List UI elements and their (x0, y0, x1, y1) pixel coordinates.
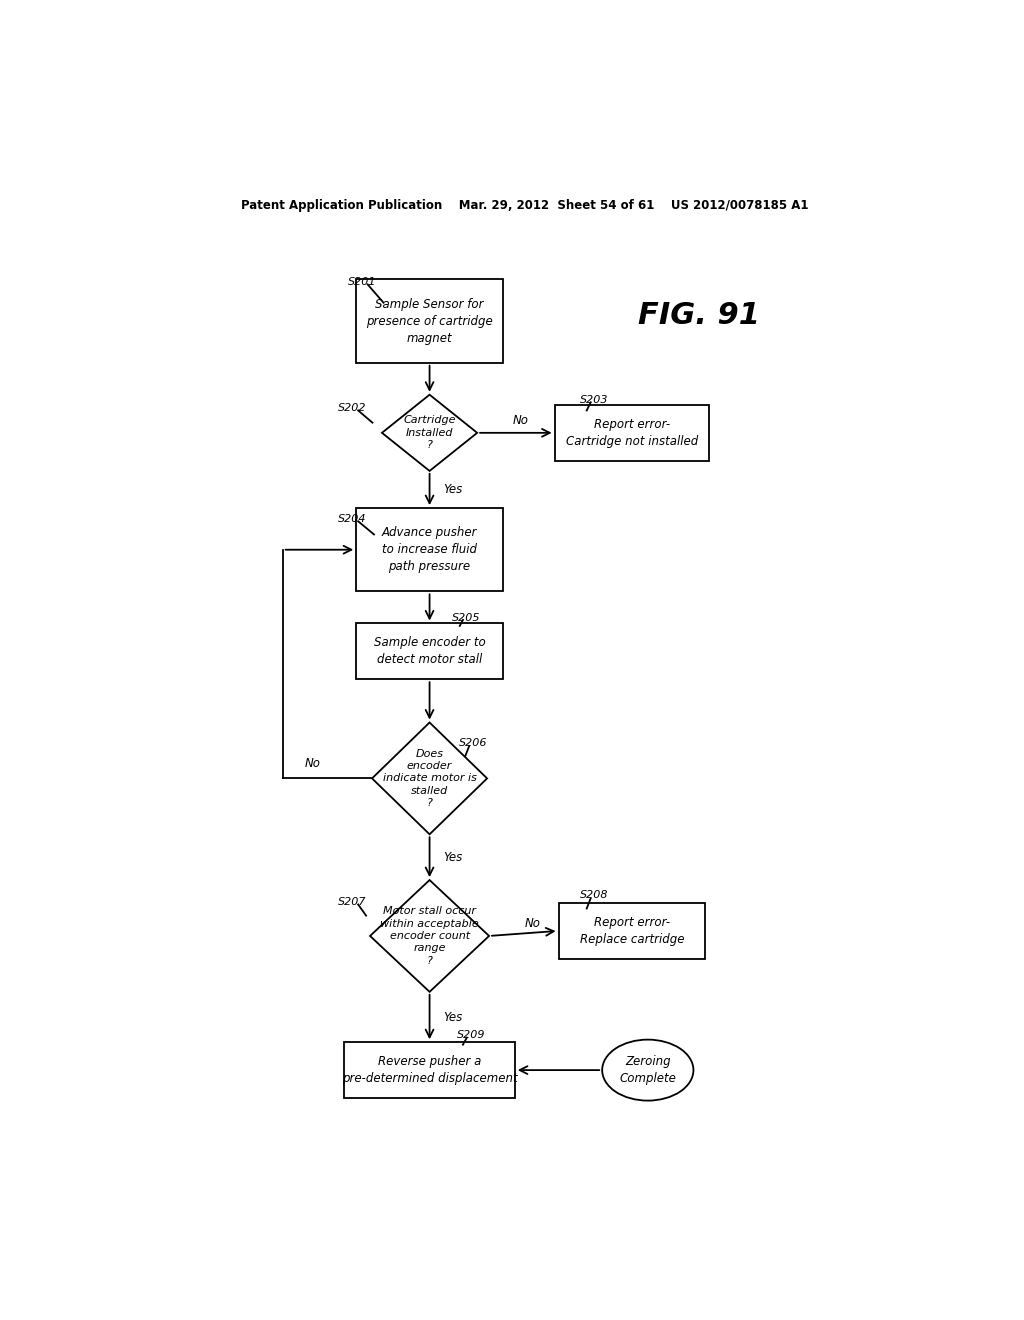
FancyBboxPatch shape (555, 405, 710, 461)
FancyBboxPatch shape (356, 623, 503, 680)
Text: FIG. 91: FIG. 91 (638, 301, 761, 330)
Text: Report error-
Cartridge not installed: Report error- Cartridge not installed (566, 418, 698, 447)
Text: No: No (524, 917, 541, 931)
Text: S208: S208 (581, 890, 609, 900)
FancyBboxPatch shape (356, 280, 503, 363)
Text: Reverse pusher a
pre-determined displacement: Reverse pusher a pre-determined displace… (342, 1055, 517, 1085)
Polygon shape (370, 880, 489, 991)
FancyBboxPatch shape (356, 508, 503, 591)
Text: Yes: Yes (443, 1011, 463, 1023)
Text: Patent Application Publication    Mar. 29, 2012  Sheet 54 of 61    US 2012/00781: Patent Application Publication Mar. 29, … (241, 198, 809, 211)
Text: S203: S203 (581, 395, 609, 405)
Text: Sample Sensor for
presence of cartridge
magnet: Sample Sensor for presence of cartridge … (367, 297, 493, 345)
Text: No: No (513, 414, 528, 428)
Text: No: No (305, 756, 321, 770)
Text: Report error-
Replace cartridge: Report error- Replace cartridge (580, 916, 684, 946)
Text: S204: S204 (338, 515, 367, 524)
Polygon shape (372, 722, 487, 834)
Ellipse shape (602, 1040, 693, 1101)
Text: Zeroing
Complete: Zeroing Complete (620, 1055, 676, 1085)
Polygon shape (382, 395, 477, 471)
Text: Sample encoder to
detect motor stall: Sample encoder to detect motor stall (374, 636, 485, 667)
Text: S201: S201 (348, 277, 377, 288)
Text: Yes: Yes (443, 850, 463, 863)
Text: Cartridge
Installed
?: Cartridge Installed ? (403, 416, 456, 450)
Text: Does
encoder
indicate motor is
stalled
?: Does encoder indicate motor is stalled ? (383, 748, 476, 808)
Text: Motor stall occur
within acceptable
encoder count
range
?: Motor stall occur within acceptable enco… (380, 906, 479, 966)
FancyBboxPatch shape (344, 1043, 515, 1098)
Text: S209: S209 (458, 1030, 485, 1040)
Text: Yes: Yes (443, 483, 463, 496)
Text: Advance pusher
to increase fluid
path pressure: Advance pusher to increase fluid path pr… (382, 527, 477, 573)
FancyBboxPatch shape (558, 903, 706, 958)
Text: S202: S202 (338, 404, 367, 413)
Text: S205: S205 (452, 612, 480, 623)
Text: S206: S206 (459, 738, 487, 748)
Text: S207: S207 (338, 898, 367, 907)
